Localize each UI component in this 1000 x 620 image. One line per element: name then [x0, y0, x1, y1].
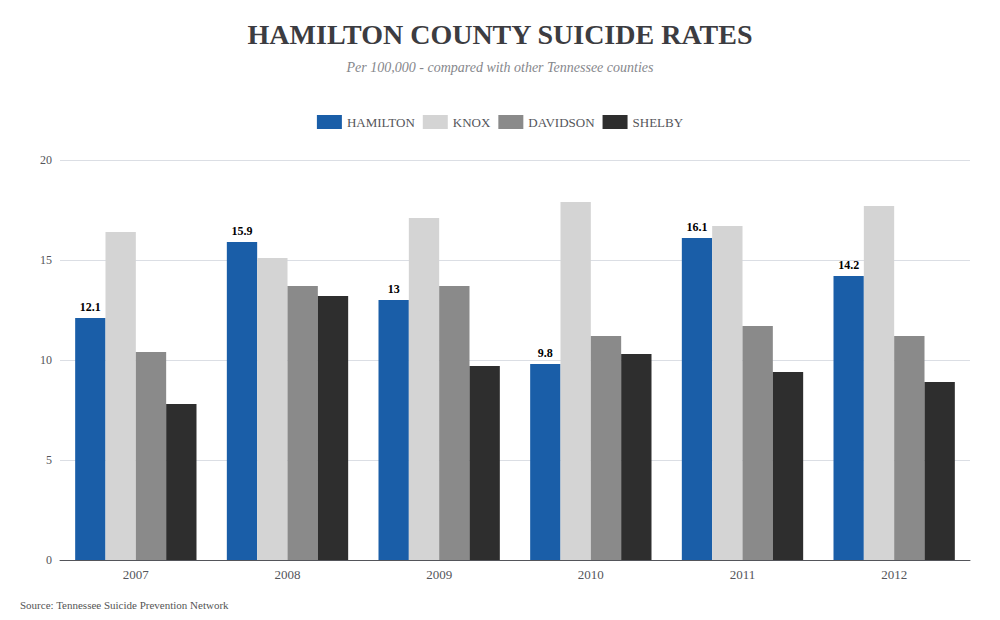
svg-text:Source: Tennessee Suicide Prev: Source: Tennessee Suicide Prevention Net… — [20, 599, 229, 611]
svg-text:HAMILTON COUNTY SUICIDE RATES: HAMILTON COUNTY SUICIDE RATES — [248, 19, 753, 50]
svg-text:15.9: 15.9 — [232, 224, 253, 238]
svg-text:2010: 2010 — [578, 567, 604, 582]
svg-text:2012: 2012 — [881, 567, 907, 582]
svg-text:20: 20 — [40, 153, 52, 167]
svg-text:12.1: 12.1 — [80, 300, 101, 314]
svg-text:SHELBY: SHELBY — [633, 115, 684, 130]
svg-text:2011: 2011 — [730, 567, 756, 582]
svg-text:HAMILTON: HAMILTON — [347, 115, 416, 130]
svg-text:0: 0 — [46, 553, 52, 567]
svg-text:Per 100,000 - compared with ot: Per 100,000 - compared with other Tennes… — [346, 60, 654, 75]
svg-text:DAVIDSON: DAVIDSON — [528, 115, 595, 130]
svg-text:10: 10 — [40, 353, 52, 367]
svg-text:9.8: 9.8 — [538, 346, 553, 360]
svg-text:16.1: 16.1 — [687, 220, 708, 234]
svg-text:15: 15 — [40, 253, 52, 267]
svg-text:14.2: 14.2 — [838, 258, 859, 272]
svg-text:KNOX: KNOX — [453, 115, 491, 130]
svg-text:2007: 2007 — [123, 567, 150, 582]
svg-text:13: 13 — [388, 282, 400, 296]
svg-text:2009: 2009 — [426, 567, 452, 582]
svg-text:5: 5 — [46, 453, 52, 467]
svg-text:2008: 2008 — [275, 567, 301, 582]
